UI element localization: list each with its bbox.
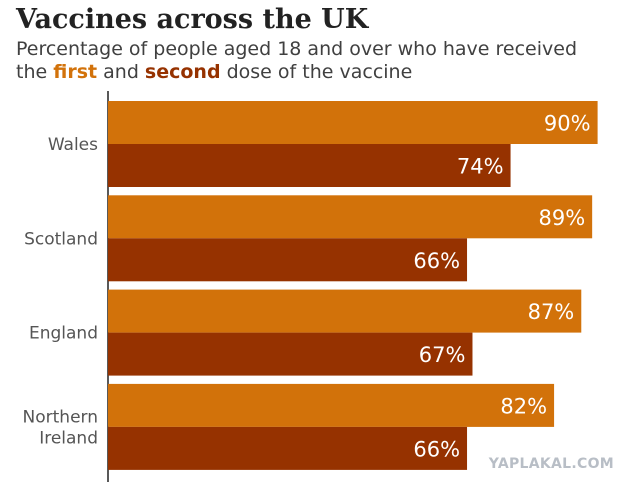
- value-label-first-england: 87%: [528, 300, 575, 324]
- subtitle-post: dose of the vaccine: [220, 61, 413, 83]
- bar-first-england: [108, 289, 582, 333]
- bar-second-england: [108, 332, 473, 376]
- bar-first-wales: [108, 101, 598, 144]
- value-label-second-wales: 74%: [457, 155, 504, 179]
- value-label-first-northern-ireland: 82%: [500, 394, 547, 418]
- bar-second-northern-ireland: [108, 426, 468, 470]
- legend-first-dose: first: [53, 61, 98, 83]
- bar-second-scotland: [108, 238, 468, 282]
- subtitle-pre: the: [16, 61, 54, 83]
- category-label: Wales: [48, 135, 98, 155]
- value-label-second-scotland: 66%: [413, 249, 460, 273]
- category-label: Scotland: [24, 229, 98, 249]
- category-label: Northern: [23, 407, 98, 427]
- legend-second-dose: second: [144, 61, 221, 83]
- bar-first-northern-ireland: [108, 383, 555, 427]
- value-label-second-northern-ireland: 66%: [413, 437, 460, 461]
- category-label: England: [29, 324, 98, 344]
- subtitle-line-1: Percentage of people aged 18 and over wh…: [16, 38, 578, 60]
- chart-title: Vaccines across the UK: [16, 4, 369, 35]
- value-label-first-scotland: 89%: [538, 206, 585, 230]
- bar-second-wales: [108, 144, 511, 187]
- chart-subtitle: Percentage of people aged 18 and over wh…: [16, 38, 626, 84]
- value-label-second-england: 67%: [419, 343, 466, 367]
- bar-first-scotland: [108, 195, 593, 239]
- category-label: Ireland: [39, 428, 98, 448]
- value-label-first-wales: 90%: [544, 112, 591, 136]
- subtitle-mid: and: [97, 61, 145, 83]
- watermark: YAPLAKAL.COM: [488, 456, 614, 472]
